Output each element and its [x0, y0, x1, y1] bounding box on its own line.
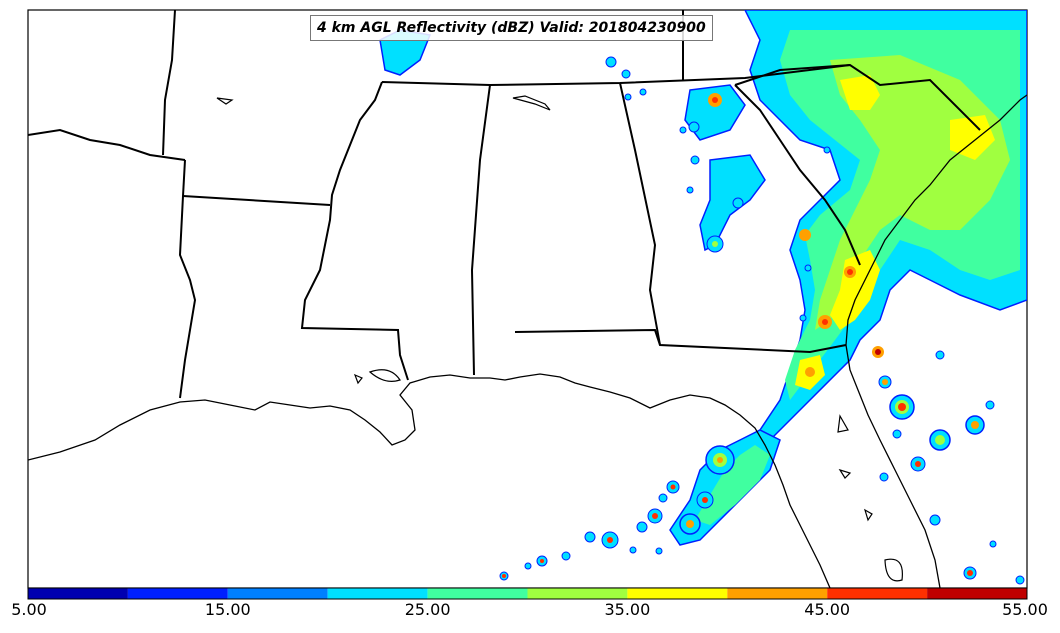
colorbar-segment	[627, 588, 728, 599]
echo-core	[875, 349, 881, 355]
echo-green-coast-south	[695, 445, 770, 525]
colorbar-segment	[827, 588, 928, 599]
mississippi-river-border	[300, 81, 409, 381]
colorbar-segment	[227, 588, 328, 599]
atlantic-coast	[845, 94, 1027, 346]
florida-atlantic-coast	[845, 344, 941, 588]
arkansas-louisiana-border	[182, 195, 331, 206]
florida-north-border	[514, 328, 847, 354]
echo-core	[799, 229, 811, 241]
echo-region-alabama-cells	[684, 84, 746, 141]
colorbar-segment	[527, 588, 628, 599]
reflectivity-field	[379, 10, 1027, 585]
colorbar-segment	[28, 588, 128, 599]
scattered-cells	[499, 56, 1025, 585]
echo-core	[805, 367, 815, 377]
colorbar-segment	[727, 588, 828, 599]
colorbar-tick-label: 55.00	[1002, 600, 1048, 619]
map-title: 4 km AGL Reflectivity (dBZ) Valid: 20180…	[310, 15, 713, 41]
colorbar-tick-label: 5.00	[11, 600, 47, 619]
state-boundaries	[28, 10, 1027, 588]
colorbar-segment	[427, 588, 528, 599]
georgia-south-carolina-border	[734, 84, 861, 266]
oklahoma-texas-border	[28, 128, 186, 161]
texas-louisiana-border	[178, 159, 197, 399]
echo-region-georgia-cells	[699, 154, 766, 252]
echo-yellow-georgia-coast	[830, 250, 880, 330]
north-carolina-border	[734, 63, 981, 131]
colorbar-tick-label: 35.00	[604, 600, 651, 619]
colorbar-segment	[127, 588, 228, 599]
colorbar-tick-label: 15.00	[204, 600, 251, 619]
colorbar-segment	[927, 588, 1027, 599]
echo-yellow-north-carolina	[950, 115, 995, 160]
echo-yellow-carolinas	[840, 75, 880, 110]
echo-core	[847, 269, 853, 275]
echo-core	[712, 97, 718, 103]
colorbar-segment	[327, 588, 428, 599]
oklahoma-arkansas-border	[162, 10, 176, 156]
gulf-coastline	[28, 373, 831, 588]
mississippi-alabama-border	[470, 84, 491, 376]
colorbar	[27, 587, 1028, 600]
colorbar-border	[27, 587, 1028, 600]
colorbar-tick-label: 25.00	[404, 600, 451, 619]
water-features	[216, 95, 903, 582]
echo-core	[822, 319, 828, 325]
colorbar-tick-label: 45.00	[804, 600, 851, 619]
alabama-georgia-border	[619, 82, 661, 346]
